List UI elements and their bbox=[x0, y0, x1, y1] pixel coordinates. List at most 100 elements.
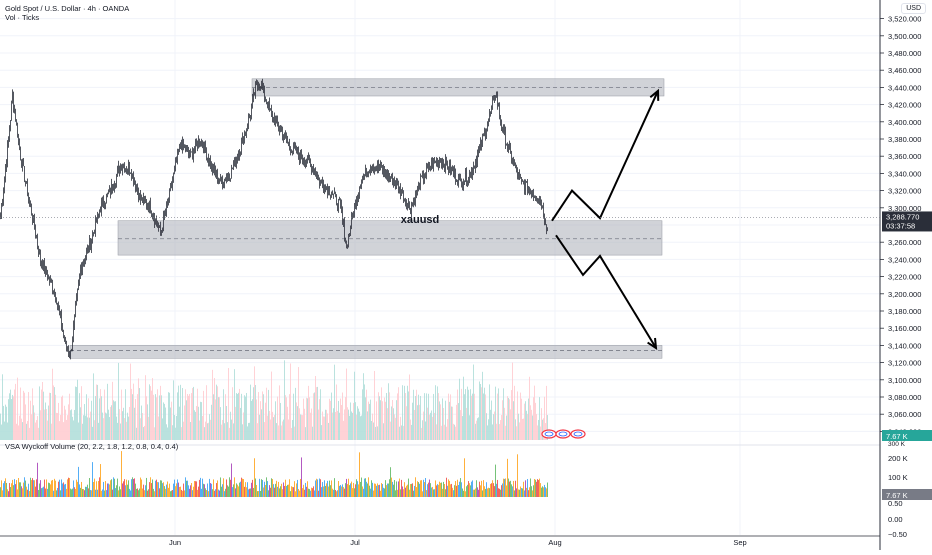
volume-bar bbox=[441, 425, 442, 440]
volume-bar bbox=[237, 394, 238, 440]
volume-bar bbox=[141, 405, 142, 440]
wyckoff-bar bbox=[199, 479, 200, 497]
wyckoff-bar bbox=[476, 480, 477, 497]
volume-bar bbox=[262, 391, 263, 440]
event-markers[interactable] bbox=[541, 429, 586, 439]
wyckoff-bar bbox=[348, 478, 349, 497]
candlesticks[interactable] bbox=[0, 78, 548, 360]
wyckoff-bar bbox=[30, 477, 31, 497]
wyckoff-bar bbox=[270, 487, 271, 497]
time-tick-label[interactable]: Jun bbox=[169, 538, 181, 547]
volume-bar bbox=[253, 387, 254, 440]
indicator-legend[interactable]: VSA Wyckoff Volume (20, 2.2, 1.8, 1.2, 0… bbox=[5, 442, 179, 451]
wyckoff-bar bbox=[103, 481, 104, 497]
wyckoff-bar bbox=[366, 481, 367, 497]
wyckoff-bar bbox=[435, 480, 436, 497]
wyckoff-bar bbox=[345, 483, 346, 497]
volume-bar bbox=[243, 412, 244, 440]
wyckoff-bar bbox=[446, 477, 447, 497]
volume-bar bbox=[127, 412, 128, 440]
volume-bar bbox=[537, 425, 538, 440]
volume-bar bbox=[235, 406, 236, 440]
volume-bars bbox=[0, 360, 548, 440]
volume-bar bbox=[220, 407, 221, 440]
price-tick-label: 3,460.000 bbox=[888, 66, 921, 75]
wyckoff-bar bbox=[454, 485, 455, 497]
wyckoff-bar bbox=[445, 489, 446, 497]
wyckoff-bar bbox=[25, 480, 26, 497]
wyckoff-bar bbox=[131, 479, 132, 497]
volume-bar bbox=[322, 411, 323, 440]
wyckoff-bar bbox=[165, 488, 166, 497]
currency-button[interactable]: USD bbox=[901, 3, 926, 14]
volume-bar bbox=[378, 392, 379, 440]
volume-bar bbox=[114, 401, 115, 440]
volume-bar bbox=[219, 397, 220, 440]
symbol-legend[interactable]: Gold Spot / U.S. Dollar · 4h · OANDA bbox=[5, 4, 130, 13]
volume-bar bbox=[259, 414, 260, 440]
volume-bar bbox=[498, 388, 499, 440]
wyckoff-bar bbox=[150, 477, 151, 497]
zone-rect[interactable] bbox=[117, 220, 663, 256]
time-tick-label[interactable]: Jul bbox=[350, 538, 360, 547]
economic-event-marker[interactable] bbox=[541, 429, 557, 439]
economic-event-icon bbox=[573, 431, 583, 437]
wyckoff-bar bbox=[378, 485, 379, 497]
time-tick-label[interactable]: Sep bbox=[733, 538, 746, 547]
last-price-tag[interactable] bbox=[882, 211, 932, 232]
wyckoff-bar bbox=[240, 481, 241, 497]
economic-event-marker[interactable] bbox=[570, 429, 586, 439]
volume-bar bbox=[301, 414, 302, 440]
wyckoff-bar bbox=[121, 451, 122, 497]
zone-rect[interactable] bbox=[69, 345, 663, 359]
volume-bar bbox=[60, 414, 61, 440]
wyckoff-bar bbox=[67, 479, 68, 497]
volume-bar bbox=[483, 393, 484, 440]
volume-bar bbox=[9, 393, 10, 440]
volume-bar bbox=[488, 419, 489, 440]
wyckoff-bar bbox=[328, 486, 329, 497]
volume-bar bbox=[189, 393, 190, 440]
wyckoff-bar bbox=[219, 490, 220, 497]
volume-bar bbox=[110, 407, 111, 440]
wyckoff-bar bbox=[515, 480, 516, 497]
volume-bar bbox=[228, 368, 229, 440]
volume-legend[interactable]: Vol · Ticks bbox=[5, 13, 40, 22]
wyckoff-bar bbox=[85, 486, 86, 497]
wyckoff-bar bbox=[241, 477, 242, 497]
volume-bar bbox=[126, 421, 127, 440]
bullish-projection-path[interactable] bbox=[551, 90, 659, 222]
wyckoff-bar bbox=[233, 484, 234, 497]
projection-arrows[interactable] bbox=[551, 88, 660, 350]
volume-bar bbox=[286, 397, 287, 440]
economic-event-marker[interactable] bbox=[555, 429, 571, 439]
wyckoff-bar bbox=[275, 483, 276, 497]
volume-bar bbox=[519, 422, 520, 440]
volume-bar bbox=[249, 422, 250, 440]
volume-bar bbox=[512, 362, 513, 440]
volume-bar bbox=[348, 409, 349, 440]
volume-bar bbox=[533, 397, 534, 440]
wyckoff-bar bbox=[117, 478, 118, 497]
bearish-projection-path[interactable] bbox=[555, 234, 657, 349]
volume-bar bbox=[233, 423, 234, 440]
wyckoff-bar bbox=[304, 489, 305, 497]
volume-bar bbox=[486, 413, 487, 440]
volume-bar bbox=[402, 385, 403, 440]
volume-bar bbox=[204, 427, 205, 440]
wyckoff-bar bbox=[315, 480, 316, 497]
volume-bar bbox=[501, 415, 502, 440]
volume-bar bbox=[443, 407, 444, 440]
time-tick-label[interactable]: Aug bbox=[548, 538, 561, 547]
volume-bar bbox=[424, 393, 425, 440]
volume-bar bbox=[455, 426, 456, 440]
volume-bar bbox=[86, 394, 87, 440]
volume-bar bbox=[146, 396, 147, 440]
support-resistance-zones[interactable] bbox=[69, 78, 665, 359]
volume-bar bbox=[531, 409, 532, 440]
volume-bar bbox=[15, 383, 16, 440]
volume-bar bbox=[448, 393, 449, 440]
